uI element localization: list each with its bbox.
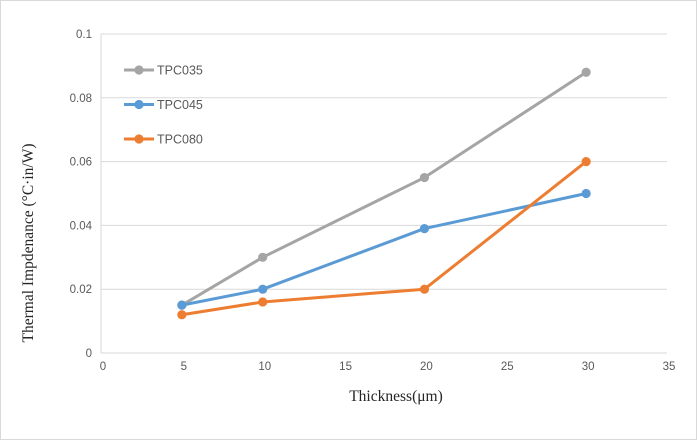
x-axis-title: Thickness(μm): [349, 388, 443, 405]
legend-item-TPC045: TPC045: [124, 98, 203, 112]
legend-label: TPC080: [157, 133, 203, 147]
x-tick-label: 25: [501, 361, 514, 373]
x-tick-label: 5: [181, 361, 187, 373]
y-tick-label: 0.1: [76, 29, 92, 41]
x-tick-label: 20: [420, 361, 433, 373]
x-tick-label: 10: [258, 361, 271, 373]
data-point-marker: [419, 223, 430, 234]
series-line: [180, 192, 588, 307]
legend-marker-dot: [134, 65, 144, 75]
y-tick-label: 0.02: [70, 284, 92, 296]
y-tick-label: 0.04: [70, 220, 93, 232]
data-point-marker: [177, 300, 187, 310]
data-point-marker: [581, 188, 591, 199]
x-tick-label: 15: [339, 361, 352, 373]
y-axis-title: Thermal Impdenance (°C·in/W): [20, 143, 37, 342]
y-tick-label: 0.08: [70, 93, 92, 105]
x-tick-label: 30: [582, 361, 595, 373]
legend: TPC035 TPC045 TPC080: [124, 64, 203, 147]
legend-marker-dot: [134, 134, 144, 144]
x-tick-label: 0: [100, 361, 106, 373]
y-tick-label: 0: [86, 348, 92, 360]
series-TPC080: [177, 157, 591, 320]
series-TPC045: [177, 188, 591, 310]
y-tick-label: 0.06: [70, 157, 92, 169]
data-point-marker: [258, 297, 268, 307]
series-TPC035: [177, 67, 591, 310]
data-point-marker: [258, 284, 268, 294]
data-point-marker: [177, 310, 187, 320]
data-point-marker: [581, 157, 591, 167]
legend-marker-dot: [134, 99, 144, 110]
legend-label: TPC035: [157, 64, 203, 78]
data-point-marker: [419, 284, 430, 294]
series-line: [180, 160, 588, 317]
legend-label: TPC045: [157, 98, 203, 112]
legend-item-TPC035: TPC035: [124, 64, 203, 78]
legend-item-TPC080: TPC080: [124, 133, 203, 147]
data-point-marker: [419, 172, 430, 183]
series-line: [180, 70, 588, 307]
data-point-marker: [258, 252, 268, 262]
x-tick-label: 35: [663, 361, 676, 373]
data-point-marker: [581, 67, 591, 77]
